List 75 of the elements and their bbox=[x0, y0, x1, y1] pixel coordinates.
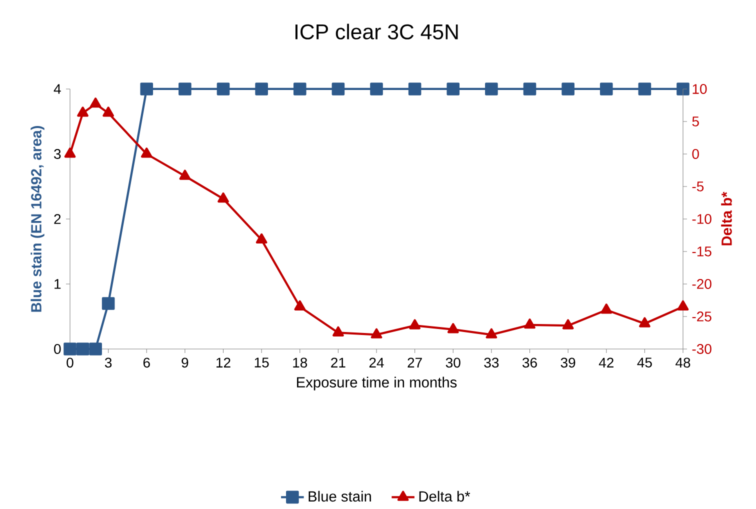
x-tick-label: 30 bbox=[446, 358, 460, 368]
x-tick-label: 48 bbox=[676, 358, 690, 368]
y2-axis-title: Delta b* bbox=[721, 192, 732, 246]
point bbox=[370, 82, 383, 96]
point bbox=[486, 328, 498, 338]
legend-label: Blue stain bbox=[308, 490, 371, 502]
point bbox=[216, 82, 230, 96]
x-tick-label: 3 bbox=[104, 358, 112, 368]
x-tick-label: 21 bbox=[331, 358, 346, 368]
y2-tick-label: 10 bbox=[692, 84, 707, 94]
point bbox=[446, 82, 460, 96]
point bbox=[562, 319, 574, 330]
point bbox=[178, 82, 192, 96]
x-tick-label: 45 bbox=[637, 358, 652, 368]
point bbox=[102, 106, 114, 117]
point bbox=[524, 318, 536, 329]
point bbox=[638, 82, 652, 96]
y-axis-title: Blue stain (EN 16492, area) bbox=[30, 126, 44, 312]
point bbox=[447, 323, 459, 334]
x-axis-title: Exposure time in months bbox=[297, 376, 457, 390]
point bbox=[294, 300, 306, 310]
x-tick-label: 0 bbox=[66, 358, 74, 368]
point bbox=[140, 148, 152, 158]
legend-label: Delta b* bbox=[419, 490, 470, 502]
point bbox=[562, 82, 574, 96]
x-tick-label: 36 bbox=[522, 358, 537, 368]
point bbox=[89, 342, 102, 356]
point bbox=[332, 82, 345, 96]
y2-tick-label: -20 bbox=[692, 279, 712, 289]
y2-tick-label: -5 bbox=[692, 182, 704, 192]
y2-tick-label: 0 bbox=[692, 149, 699, 159]
chart-title: ICP clear 3C 45N bbox=[295, 24, 458, 40]
point bbox=[255, 82, 268, 96]
point bbox=[90, 98, 102, 108]
x-tick-label: 33 bbox=[484, 358, 499, 368]
point bbox=[218, 192, 229, 203]
y2-tick-label: -15 bbox=[692, 246, 712, 256]
x-tick-label: 12 bbox=[216, 358, 230, 368]
point bbox=[140, 82, 154, 96]
point bbox=[676, 82, 690, 96]
y2-tick-label: -30 bbox=[692, 344, 712, 354]
x-tick-label: 39 bbox=[560, 358, 576, 368]
point bbox=[409, 319, 421, 330]
point bbox=[293, 82, 306, 96]
point bbox=[523, 82, 536, 96]
x-tick-label: 15 bbox=[254, 358, 269, 368]
x-tick-label: 27 bbox=[408, 358, 422, 368]
y-tick-label: 2 bbox=[54, 214, 61, 224]
point bbox=[408, 82, 422, 96]
point bbox=[370, 328, 382, 338]
y2-tick-label: 5 bbox=[692, 116, 699, 126]
point bbox=[77, 106, 88, 117]
point bbox=[485, 82, 498, 96]
x-tick-label: 6 bbox=[143, 358, 150, 368]
point bbox=[639, 317, 650, 328]
y-tick-label: 3 bbox=[54, 149, 61, 159]
point bbox=[102, 297, 115, 310]
point bbox=[600, 82, 613, 96]
point bbox=[600, 304, 612, 314]
x-tick-label: 18 bbox=[293, 358, 308, 368]
x-tick-label: 24 bbox=[369, 358, 384, 368]
point bbox=[256, 233, 268, 244]
point bbox=[677, 300, 689, 310]
x-tick-label: 9 bbox=[182, 358, 188, 368]
y2-tick-label: -10 bbox=[692, 214, 712, 224]
y-tick-label: 4 bbox=[54, 84, 61, 94]
point bbox=[64, 342, 76, 356]
y-tick-label: 0 bbox=[54, 344, 61, 354]
point bbox=[179, 170, 191, 180]
point bbox=[76, 342, 90, 356]
y2-tick-label: -25 bbox=[692, 312, 712, 322]
point bbox=[64, 148, 76, 158]
y-tick-label: 1 bbox=[54, 279, 61, 289]
point bbox=[332, 326, 344, 336]
x-tick-label: 42 bbox=[598, 358, 614, 368]
